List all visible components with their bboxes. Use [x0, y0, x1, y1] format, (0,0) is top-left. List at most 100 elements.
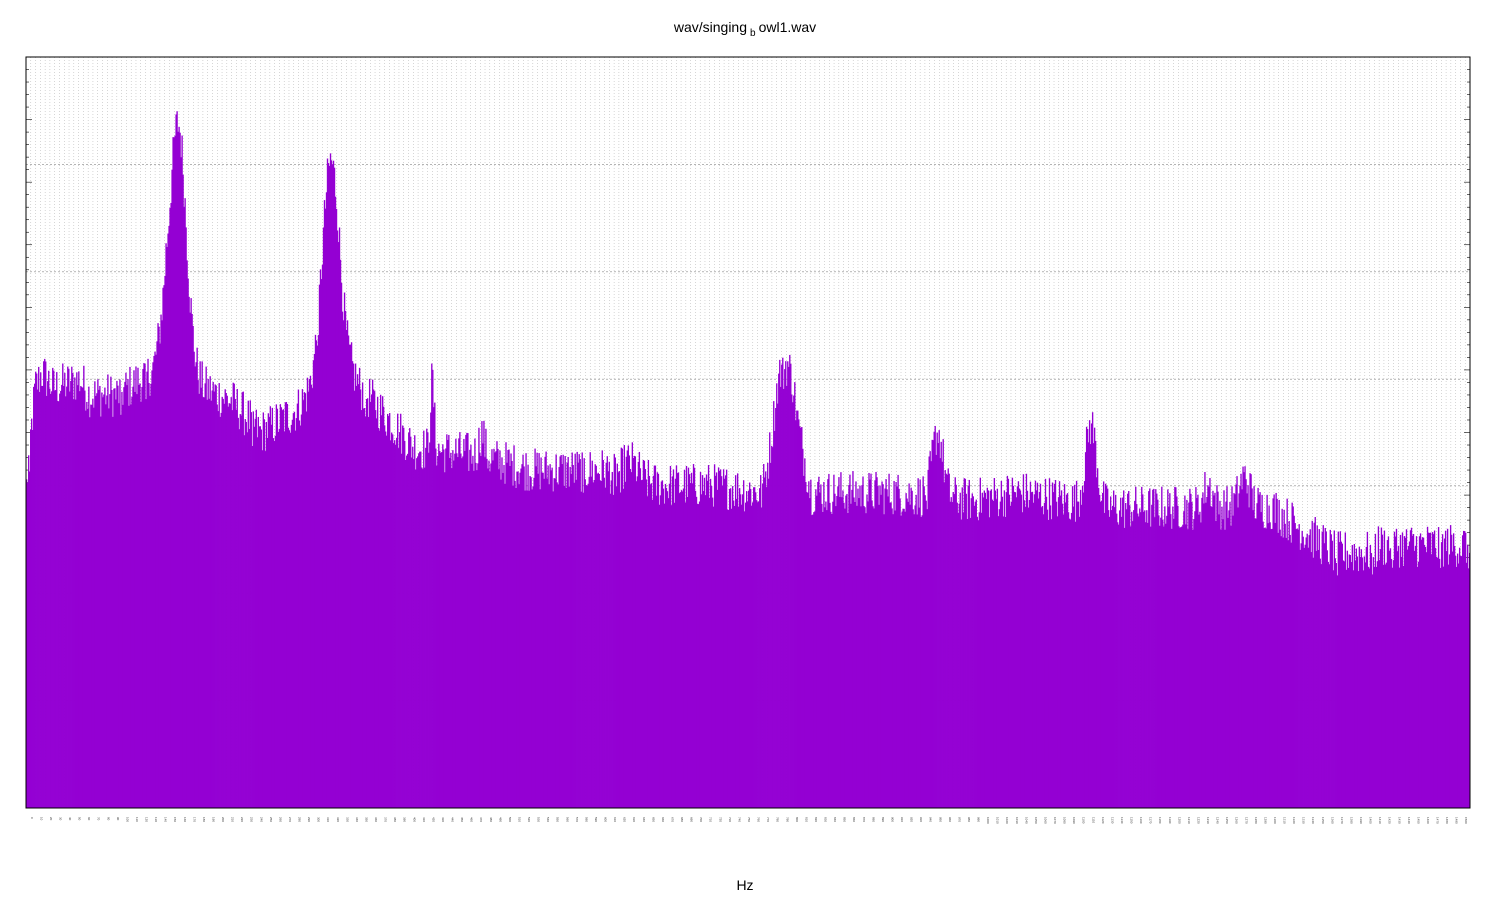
spectrum-bar — [459, 432, 461, 808]
spectrum-bar — [756, 500, 758, 808]
spectrum-bar — [367, 416, 370, 808]
spectrum-bar — [1064, 502, 1067, 808]
spectrum-bar — [872, 506, 874, 808]
spectrum-bar — [319, 269, 322, 809]
x-tick-label: 600 — [604, 817, 608, 822]
spectrum-bar — [168, 225, 170, 808]
spectrum-bar — [824, 507, 826, 808]
spectrum-bar — [236, 388, 238, 808]
x-tick-label: 1460 — [1426, 817, 1430, 824]
spectrum-bar — [520, 468, 522, 808]
spectrum-bar — [924, 495, 926, 808]
spectrum-bar — [634, 456, 637, 808]
spectrum-bar — [1298, 524, 1300, 808]
spectrum-bar — [110, 376, 112, 808]
spectrum-bar — [1387, 536, 1390, 808]
spectrum-bar — [123, 387, 125, 808]
spectrum-bar — [266, 437, 269, 808]
spectrum-bar — [1295, 529, 1297, 808]
spectrum-bar — [133, 370, 135, 808]
spectrum-bar — [1448, 554, 1451, 808]
spectrum-bar — [869, 479, 871, 808]
spectrum-bar — [421, 467, 423, 808]
spectrum-bar — [701, 475, 704, 808]
spectrum-bar — [1047, 519, 1050, 808]
spectrum-bar — [1191, 501, 1193, 808]
spectrum-bar — [1148, 491, 1150, 808]
spectrum-bar — [279, 404, 282, 808]
spectrum-bar — [636, 476, 639, 808]
spectrum-bar — [234, 398, 236, 808]
spectrum-bar — [982, 497, 985, 808]
spectrum-bar — [1210, 506, 1212, 808]
spectrum-bar — [627, 445, 630, 808]
spectrum-bar — [1059, 495, 1062, 808]
spectrum-bar — [1222, 519, 1224, 808]
x-tick-label: 710 — [709, 817, 713, 822]
spectrum-bar — [516, 471, 518, 808]
spectrum-bar — [152, 362, 154, 808]
spectrum-bar — [369, 401, 372, 808]
x-tick-label: 870 — [862, 817, 866, 822]
x-tick-label: 1030 — [1015, 817, 1019, 824]
spectrum-bar — [1014, 492, 1017, 808]
spectrum-bar — [1418, 536, 1421, 808]
x-tick-label: 60 — [87, 817, 91, 821]
spectrum-bar — [1084, 452, 1087, 808]
spectrum-bar — [235, 409, 237, 808]
spectrum-bar — [679, 492, 682, 808]
spectrum-bar — [1136, 504, 1138, 808]
spectrum-bar — [680, 490, 683, 808]
spectrum-bar — [766, 487, 768, 808]
spectrum-bar — [1258, 494, 1260, 808]
spectrum-bar — [752, 502, 754, 808]
spectrum-bar — [819, 492, 821, 808]
spectrum-bar — [853, 497, 855, 808]
spectrum-bar — [963, 478, 965, 808]
spectrum-bar — [400, 413, 402, 808]
spectrum-bar — [286, 403, 289, 808]
x-tick-label: 730 — [728, 817, 732, 822]
spectrum-bar — [898, 488, 900, 808]
spectrum-bar — [40, 372, 42, 808]
spectrum-bar — [1077, 501, 1080, 808]
spectrum-bar — [1055, 501, 1058, 808]
spectrum-bar — [151, 370, 153, 808]
spectrum-bar — [1333, 530, 1335, 808]
spectrum-bar — [1437, 527, 1440, 808]
spectrum-bar — [496, 441, 498, 808]
x-tick-label: 1320 — [1292, 817, 1296, 824]
spectrum-bar — [1248, 507, 1250, 808]
spectrum-bar — [1460, 556, 1463, 808]
spectrum-bar — [432, 369, 434, 808]
spectrum-bar — [641, 479, 644, 808]
spectrum-bar — [117, 385, 119, 808]
spectrum-bar — [172, 137, 174, 808]
x-tick-label: 120 — [145, 817, 149, 822]
x-tick-label: 280 — [298, 817, 302, 822]
spectrum-bar — [1408, 541, 1411, 808]
spectrum-bar — [907, 501, 909, 808]
spectrum-bar — [356, 374, 359, 808]
spectrum-bar — [958, 503, 960, 808]
spectrum-bar — [359, 389, 362, 808]
spectrum-bar — [1188, 502, 1190, 808]
spectrum-bar — [748, 490, 750, 808]
spectrum-bar — [656, 472, 659, 808]
spectrum-bar — [413, 459, 415, 808]
spectrum-bar — [1187, 529, 1189, 808]
spectrum-bar — [1376, 561, 1379, 808]
spectrum-bar — [494, 452, 496, 808]
spectrum-bar — [998, 509, 1001, 808]
spectrum-bar — [523, 466, 525, 808]
spectrum-bar — [1115, 494, 1117, 808]
x-tick-label: 390 — [403, 817, 407, 822]
spectrum-bar — [1032, 502, 1035, 808]
spectrum-bar — [550, 470, 552, 808]
spectrum-bar — [964, 478, 966, 808]
spectrum-bar — [622, 488, 625, 808]
spectrum-bar — [884, 488, 886, 808]
spectrum-bar — [283, 431, 286, 808]
spectrum-bar — [591, 460, 593, 808]
x-tick-label: 1050 — [1034, 817, 1038, 824]
